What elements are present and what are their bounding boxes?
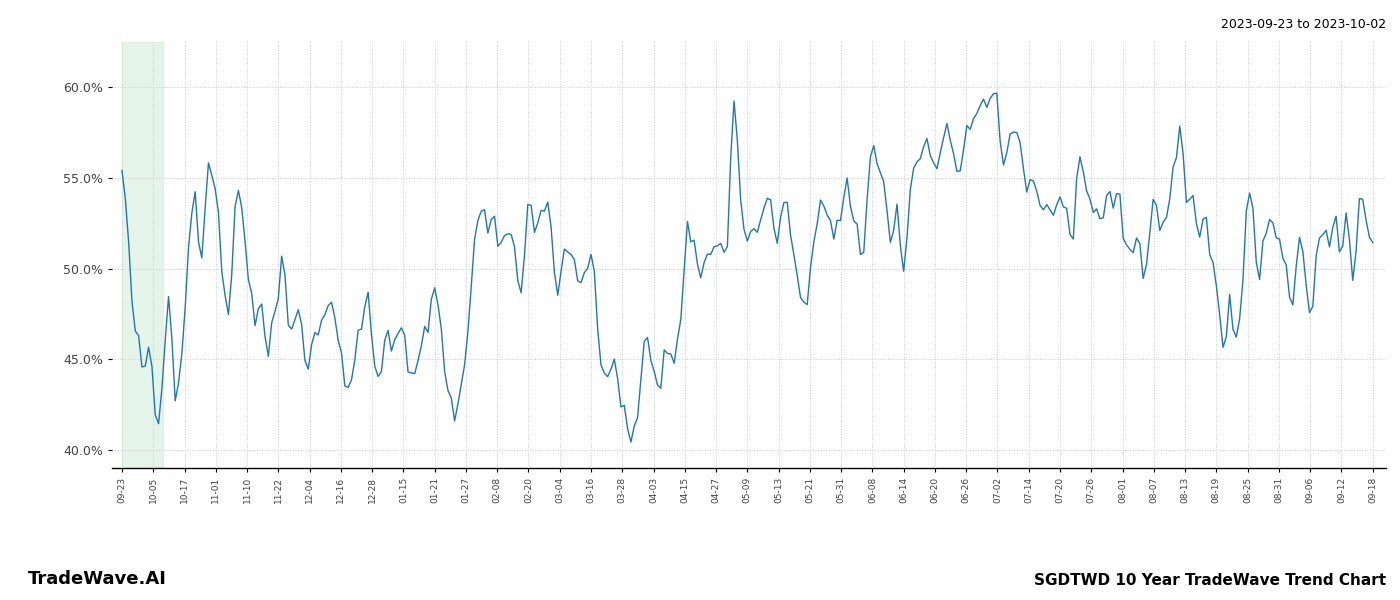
Bar: [122, 42, 164, 468]
Text: SGDTWD 10 Year TradeWave Trend Chart: SGDTWD 10 Year TradeWave Trend Chart: [1033, 573, 1386, 588]
Text: 2023-09-23 to 2023-10-02: 2023-09-23 to 2023-10-02: [1221, 18, 1386, 31]
Text: TradeWave.AI: TradeWave.AI: [28, 570, 167, 588]
